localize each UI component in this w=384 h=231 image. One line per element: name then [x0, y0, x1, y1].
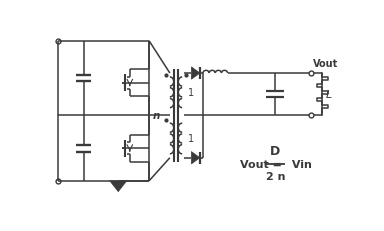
Text: 1: 1: [188, 134, 194, 144]
Text: 2 n: 2 n: [266, 171, 285, 181]
Text: Vout: Vout: [313, 58, 338, 68]
Text: D: D: [270, 144, 280, 157]
Text: Vout =: Vout =: [240, 159, 286, 169]
Polygon shape: [191, 152, 200, 164]
Polygon shape: [191, 68, 200, 80]
Polygon shape: [110, 181, 127, 192]
Text: n: n: [152, 111, 160, 121]
Text: 1: 1: [188, 88, 194, 98]
Text: Vin: Vin: [288, 159, 311, 169]
Text: L: L: [326, 90, 333, 100]
